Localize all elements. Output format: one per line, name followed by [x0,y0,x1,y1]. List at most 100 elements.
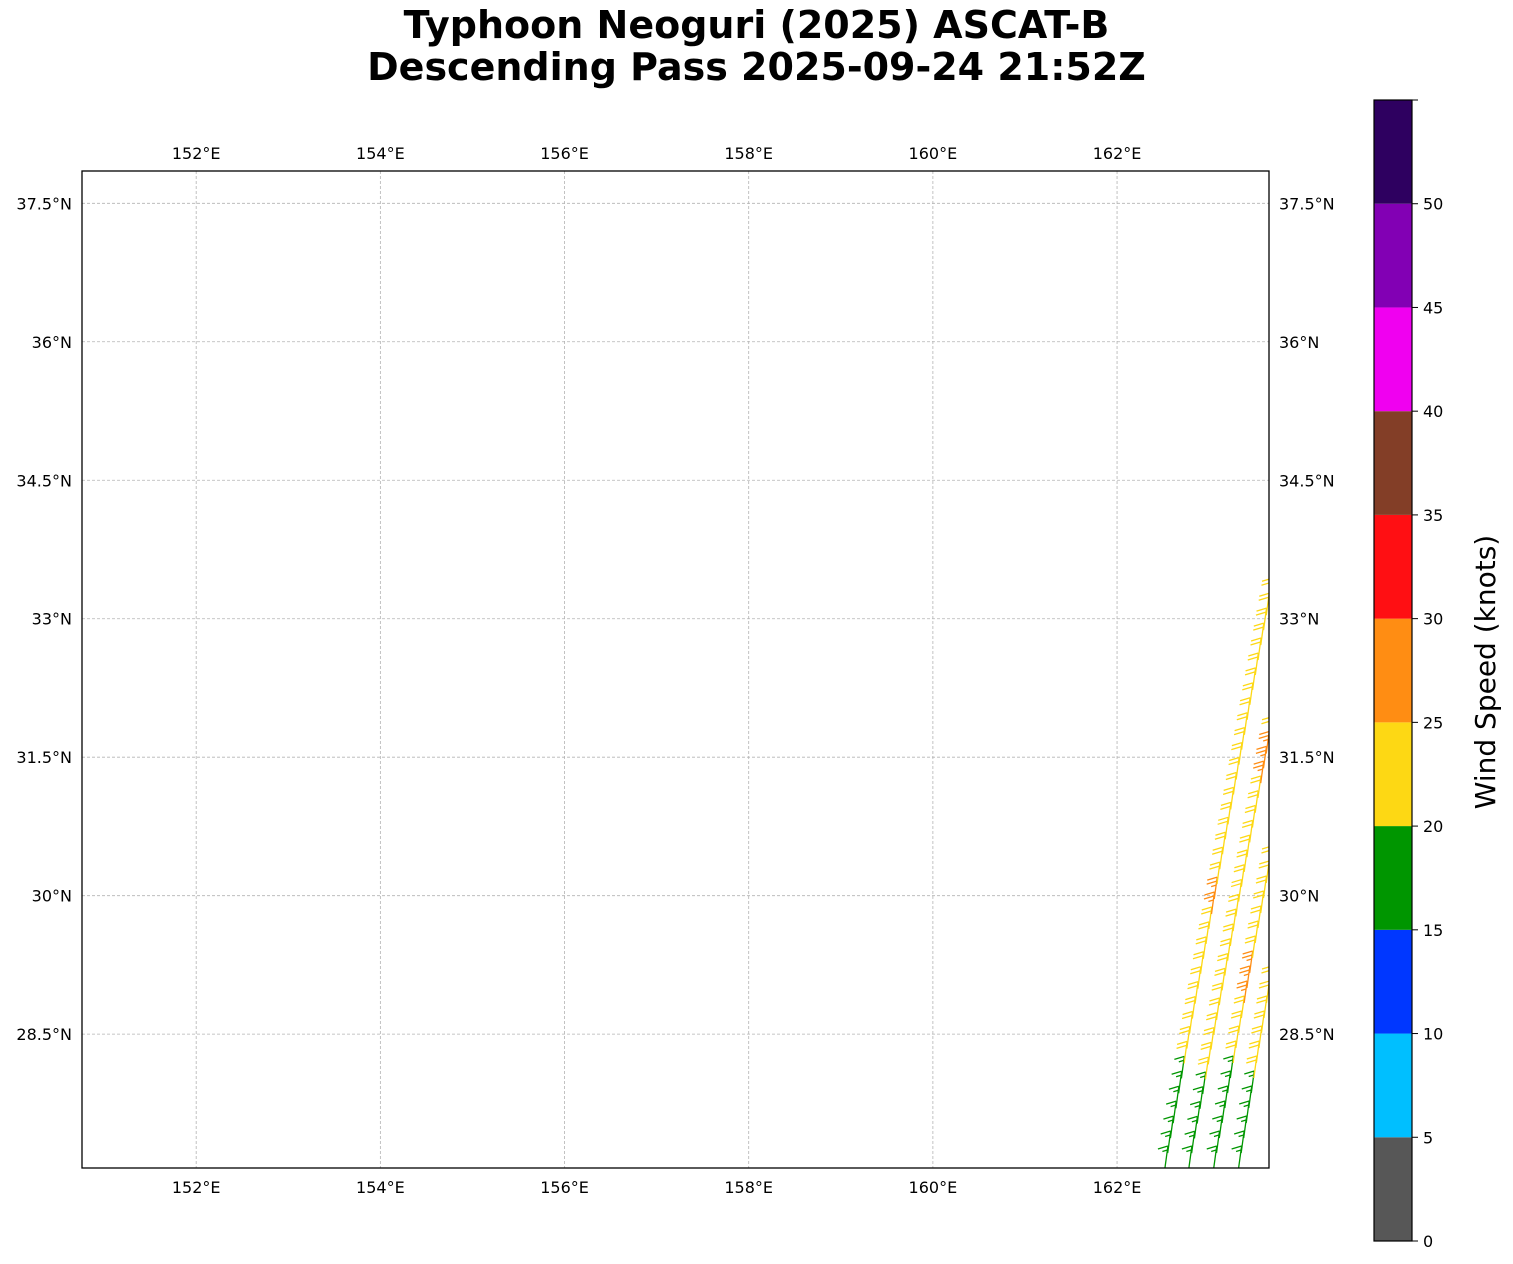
wind-barb [1190,966,1202,989]
wind-barb [1258,980,1269,1004]
wind-barb [1261,578,1269,601]
wind-barb [1223,1055,1234,1079]
title-line-2: Descending Pass 2025-09-24 21:52Z [367,45,1146,89]
wind-barb [1236,849,1248,873]
wind-barb [1157,1145,1169,1168]
wind-barb [1255,745,1268,769]
wind-barb [1217,952,1229,976]
title-line-1: Typhoon Neoguri (2025) ASCAT-B [403,3,1110,47]
wind-barb [1236,980,1248,1004]
wind-barb [1203,1026,1215,1050]
wind-barb [1242,682,1254,705]
wind-barb [1251,1025,1263,1049]
wind-barb [1220,801,1232,825]
wind-barb [1192,1086,1204,1109]
colorbar-tick-label: 0 [1423,1232,1433,1251]
colorbar-bin [1374,722,1412,827]
wind-barb [1209,1130,1221,1154]
wind-barb [1228,756,1240,780]
wind-barb [1168,1085,1180,1109]
wind-barb [1228,1025,1240,1049]
lon-tick-label: 162°E [1093,144,1142,163]
wind-barb [1258,592,1269,616]
lat-tick-label: 37.5°N [1279,194,1335,213]
wind-barb [1220,1070,1232,1094]
wind-barb [1244,935,1257,959]
colorbar-tick-label: 30 [1423,610,1443,629]
lon-tick-label: 160°E [909,144,958,163]
wind-barb [1258,860,1269,884]
wind-barb [1231,1145,1243,1168]
lon-labels-bottom: 152°E 154°E 156°E 158°E 160°E 162°E [172,1178,1142,1197]
lat-tick-label: 37.5°N [16,194,72,213]
colorbar-bin [1374,100,1412,204]
colorbar-tick-label: 15 [1423,921,1443,940]
wind-barb [1208,997,1221,1021]
wind-barb [1261,716,1269,739]
wind-barb [1222,786,1235,810]
wind-barb [1233,1130,1245,1154]
lat-tick-label: 28.5°N [1279,1025,1335,1044]
wind-barb [1239,697,1251,720]
wind-barb [1187,1115,1199,1139]
wind-barb [1239,834,1251,858]
colorbar-tick-label: 25 [1423,713,1443,732]
wind-barb [1252,760,1265,784]
wind-barb [1176,1040,1188,1064]
lon-tick-label: 152°E [172,1178,221,1197]
wind-barb [1165,1100,1177,1124]
colorbar: 0 5 10 15 20 25 30 35 40 45 50 [1373,99,1443,1251]
wind-barb [1230,878,1243,902]
wind-barb [1233,864,1246,887]
wind-barb [1247,652,1259,676]
colorbar-bin [1374,826,1412,930]
lat-tick-label: 31.5°N [1279,748,1335,767]
wind-barb [1239,965,1251,989]
lon-tick-label: 156°E [540,1178,589,1197]
wind-barb [1195,936,1207,959]
wind-barb [1256,995,1268,1019]
lat-tick-label: 34.5°N [1279,471,1335,490]
wind-barb [1241,1085,1253,1109]
wind-barb [1184,1130,1196,1154]
colorbar-bin [1374,929,1412,1034]
wind-barb [1189,1100,1201,1124]
wind-barb [1250,905,1262,929]
lat-tick-label: 33°N [32,610,72,629]
colorbar-tick-label: 45 [1423,298,1443,317]
wind-barb [1241,950,1254,974]
wind-barb [1230,1010,1243,1034]
colorbar-tick-label: 10 [1423,1025,1443,1044]
colorbar-bin [1374,514,1412,619]
wind-barb [1171,1070,1183,1094]
wind-barb [1241,819,1254,843]
wind-barb [1233,995,1246,1019]
lon-tick-label: 160°E [909,1178,958,1197]
colorbar-bin [1374,411,1412,515]
lon-tick-label: 154°E [356,1178,405,1197]
colorbar-bin [1374,307,1412,412]
lon-tick-label: 158°E [724,144,773,163]
map-title: Typhoon Neoguri (2025) ASCAT-B Descendin… [0,4,1513,88]
wind-barb [1214,1100,1226,1124]
colorbar-tick-label: 50 [1423,195,1443,214]
lon-labels-top: 152°E 154°E 156°E 158°E 160°E 162°E [172,144,1142,163]
wind-barb [1236,712,1248,735]
wind-barb [1181,1145,1193,1168]
colorbar-label: Wind Speed (knots) [1469,535,1502,809]
wind-barb [1214,831,1227,855]
wind-barb [1212,1115,1223,1139]
lat-tick-label: 36°N [32,333,72,352]
wind-barb [1200,1041,1212,1065]
lat-tick-label: 36°N [1279,333,1319,352]
colorbar-tick-label: 35 [1423,506,1443,525]
wind-barb [1253,622,1265,646]
lat-labels-right: 28.5°N 30°N 31.5°N 33°N 34.5°N 36°N 37.5°N [1279,194,1335,1044]
wind-barb [1206,1012,1218,1035]
wind-barb [1244,667,1257,690]
wind-barb [1198,921,1210,944]
lat-tick-label: 30°N [1279,887,1319,906]
wind-barb [1187,981,1199,1004]
wind-barb [1247,790,1259,813]
wind-barb [1246,1055,1258,1079]
